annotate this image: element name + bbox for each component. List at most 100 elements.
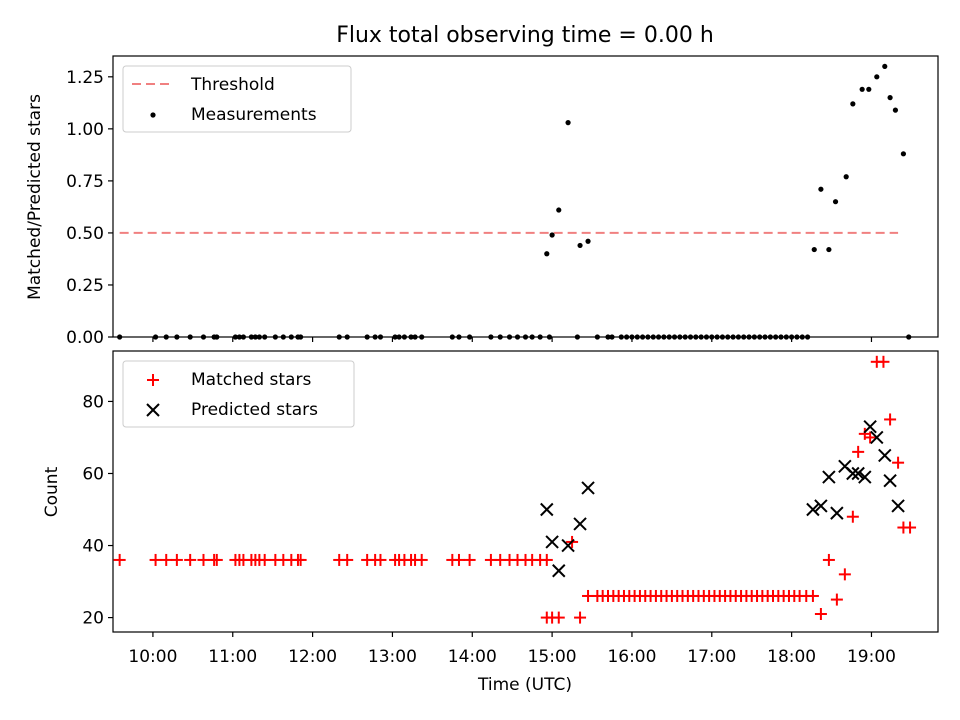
measurement-point	[214, 334, 220, 340]
measurement-point	[364, 334, 370, 340]
measurement-point	[497, 334, 503, 340]
measurement-point	[392, 334, 398, 340]
measurement-point	[843, 174, 849, 180]
matched-star-point	[846, 510, 859, 523]
bottom-y-tick-label: 80	[82, 392, 104, 412]
measurement-point	[605, 334, 611, 340]
measurement-point	[866, 86, 872, 92]
matched-star-point	[170, 553, 183, 566]
matched-star-point	[341, 553, 354, 566]
measurement-point	[546, 334, 553, 340]
bottom-y-tick-label: 40	[82, 537, 104, 557]
measurement-points	[117, 63, 912, 340]
measurement-point	[529, 334, 535, 340]
measurements-legend-label: Measurements	[191, 105, 317, 125]
measurement-point	[152, 334, 159, 340]
x-tick-label: 19:00	[847, 647, 896, 667]
x-tick-label: 10:00	[128, 647, 177, 667]
measurement-point	[163, 334, 169, 340]
predicted-star-point	[870, 430, 884, 445]
matched-star-point	[415, 553, 428, 566]
measurement-point	[634, 334, 640, 340]
measurement-point	[693, 334, 699, 340]
measurement-point	[232, 334, 239, 340]
predicted-star-point	[878, 448, 892, 463]
top-y-axis-label: Matched/Predicted stars	[25, 94, 45, 300]
measurement-point	[826, 246, 832, 253]
measurement-point	[256, 334, 262, 340]
matched-legend-label: Matched stars	[191, 370, 311, 390]
x-tick-label: 15:00	[528, 647, 577, 667]
bottom-x-ticks: 10:00 11:00 12:00 13:00 14:00 15:00 16:00 17:00…	[128, 632, 896, 667]
measurement-point	[298, 334, 304, 340]
measurement-point	[783, 334, 789, 340]
measurement-point	[714, 334, 720, 340]
matched-star-point	[113, 553, 126, 566]
x-tick-label: 14:00	[448, 647, 497, 667]
measurement-point	[778, 334, 784, 340]
predicted-star-point	[830, 506, 844, 520]
measurement-point	[804, 334, 811, 340]
predicted-star-point	[858, 470, 872, 484]
matched-star-point	[452, 553, 465, 566]
top-legend: Threshold Measurements	[122, 65, 352, 133]
measurement-point	[624, 334, 630, 340]
matched-star-point	[884, 413, 897, 426]
measurement-point	[200, 334, 207, 340]
top-y-tick-label: 1.25	[66, 68, 104, 88]
measurements-legend-marker	[150, 112, 156, 118]
measurement-point	[666, 334, 672, 340]
measurement-point	[236, 334, 243, 340]
measurement-point	[735, 334, 742, 340]
predicted-star-point	[846, 466, 860, 481]
bottom-y-tick-label: 20	[82, 609, 104, 629]
bottom-legend-box	[122, 360, 355, 428]
top-y-tick-label: 0.50	[66, 224, 104, 244]
top-legend-box	[122, 65, 352, 133]
measurement-point	[618, 334, 624, 340]
predicted-star-point	[540, 502, 554, 517]
matched-star-point	[197, 553, 210, 566]
measurement-point	[408, 334, 414, 340]
matched-star-point	[149, 553, 162, 566]
measurement-point	[456, 334, 462, 340]
measurement-point	[719, 334, 726, 340]
x-tick-label: 16:00	[607, 647, 656, 667]
measurement-point	[639, 334, 646, 340]
measurement-point	[117, 334, 123, 340]
measurement-point	[887, 95, 893, 101]
measurement-point	[544, 251, 550, 257]
measurement-point	[645, 334, 651, 340]
measurement-point	[467, 334, 473, 340]
matched-star-points	[113, 355, 917, 624]
measurement-point	[556, 207, 562, 213]
matched-star-point	[552, 611, 565, 624]
measurement-point	[832, 199, 839, 205]
matched-star-point	[864, 431, 877, 444]
top-y-tick-label: 0.25	[66, 276, 104, 296]
predicted-star-point	[573, 517, 587, 531]
measurement-point	[506, 334, 513, 340]
measurement-point	[187, 334, 193, 340]
measurement-point	[655, 334, 662, 340]
matched-star-point	[852, 445, 865, 458]
measurement-point	[757, 334, 763, 340]
matched-star-point	[184, 553, 197, 566]
measurement-point	[280, 334, 286, 340]
threshold-legend-label: Threshold	[190, 75, 275, 95]
measurement-point	[892, 107, 899, 113]
predicted-star-point	[806, 502, 820, 517]
measurement-point	[751, 334, 757, 340]
measurement-point	[537, 334, 543, 340]
measurement-point	[262, 334, 268, 340]
bottom-y-ticks: 20 40 60 80	[82, 392, 113, 629]
measurement-point	[585, 238, 591, 244]
predicted-star-point	[863, 419, 877, 434]
measurement-point	[709, 334, 715, 340]
bottom-legend: Matched stars Predicted stars	[122, 360, 355, 428]
predicted-star-point	[561, 538, 575, 553]
matched-star-point	[904, 521, 917, 534]
predicted-star-point	[545, 535, 559, 549]
matched-star-point	[838, 568, 851, 581]
